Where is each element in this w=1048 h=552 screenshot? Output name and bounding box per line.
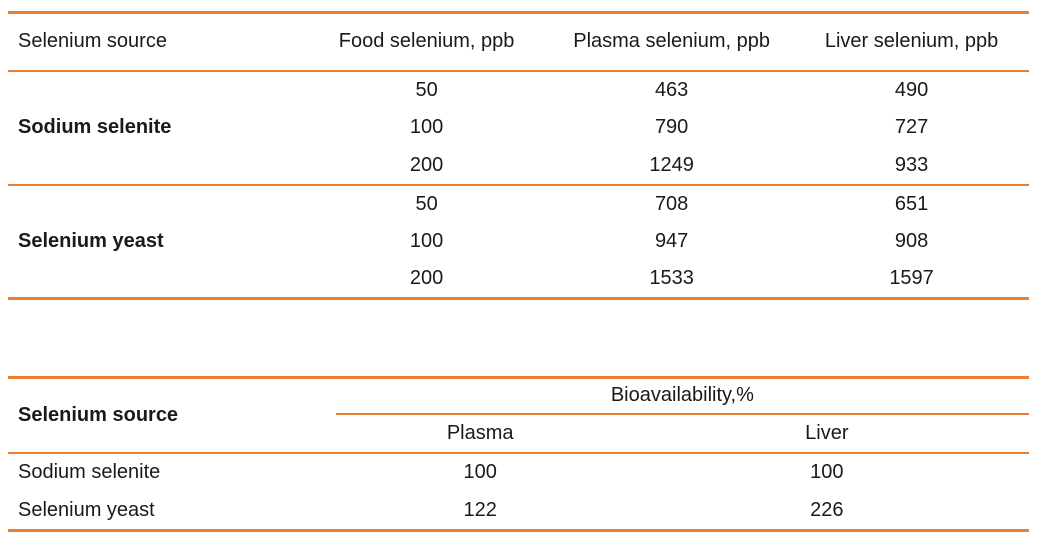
header-liver-selenium: Liver selenium, ppb xyxy=(794,12,1029,72)
header-selenium-source: Selenium source xyxy=(8,377,336,454)
cell-plasma-bioavailability: 122 xyxy=(463,498,497,521)
cell-liver-value: 1597 xyxy=(889,267,934,290)
cell-food-level: 200 xyxy=(409,267,444,290)
header-plasma-selenium: Plasma selenium, ppb xyxy=(549,12,795,72)
cell-plasma-value: 1249 xyxy=(549,146,795,186)
cell-plasma-value: 708 xyxy=(654,192,689,215)
cell-food-level: 50 xyxy=(415,78,438,101)
group-label-sodium-selenite: Sodium selenite xyxy=(8,70,305,186)
cell-source: Selenium yeast xyxy=(18,498,155,521)
slide-canvas: Selenium source Food selenium, ppb Plasm… xyxy=(8,11,1029,532)
cell-liver-bioavailability: 100 xyxy=(810,461,844,483)
cell-plasma-bioavailability: 100 xyxy=(463,461,497,483)
header-plasma: Plasma xyxy=(335,413,625,454)
bioavailability-subheader-row: Plasma Liver xyxy=(8,413,1029,454)
table-row: Selenium yeast 122 226 xyxy=(8,492,1029,531)
bioavailability-table: Selenium source Bioavailability,% Plasma… xyxy=(8,376,1029,532)
table-row: 100 947 908 xyxy=(8,223,1029,261)
header-liver: Liver xyxy=(624,413,1029,454)
table-row: 100 790 727 xyxy=(8,109,1029,147)
header-selenium-source: Selenium source xyxy=(8,12,305,72)
cell-plasma-value: 947 xyxy=(654,230,689,252)
cell-plasma-value: 463 xyxy=(654,78,689,101)
cell-plasma-value: 790 xyxy=(654,116,689,138)
selenium-levels-table: Selenium source Food selenium, ppb Plasm… xyxy=(8,11,1029,300)
selenium-table-header-row: Selenium source Food selenium, ppb Plasm… xyxy=(8,12,1029,72)
cell-liver-value: 651 xyxy=(894,192,929,215)
cell-source: Sodium selenite xyxy=(18,461,161,483)
table-row: Sodium selenite 50 463 490 xyxy=(8,70,1029,186)
cell-food-level: 100 xyxy=(409,116,444,138)
cell-food-level: 100 xyxy=(409,230,444,252)
cell-food-level: 50 xyxy=(415,192,438,215)
table-row: 200 1533 1597 xyxy=(8,261,1029,299)
header-bioavailability: Bioavailability,% xyxy=(335,377,1029,415)
group-label-selenium-yeast: Selenium yeast xyxy=(18,229,164,252)
cell-liver-value: 908 xyxy=(894,230,929,252)
cell-liver-value: 490 xyxy=(894,78,929,101)
table-row: Sodium selenite 100 100 xyxy=(8,453,1029,492)
header-food-selenium: Food selenium, ppb xyxy=(304,12,550,72)
cell-food-level: 200 xyxy=(304,146,550,186)
bioavailability-header-row: Selenium source Bioavailability,% xyxy=(8,377,1029,454)
cell-liver-value: 933 xyxy=(794,146,1029,186)
cell-liver-value: 727 xyxy=(894,116,929,138)
cell-plasma-value: 1533 xyxy=(649,267,694,290)
cell-liver-bioavailability: 226 xyxy=(810,498,844,521)
table-row: 200 1249 933 xyxy=(8,146,1029,186)
table-row: Selenium yeast 50 708 651 xyxy=(8,185,1029,252)
